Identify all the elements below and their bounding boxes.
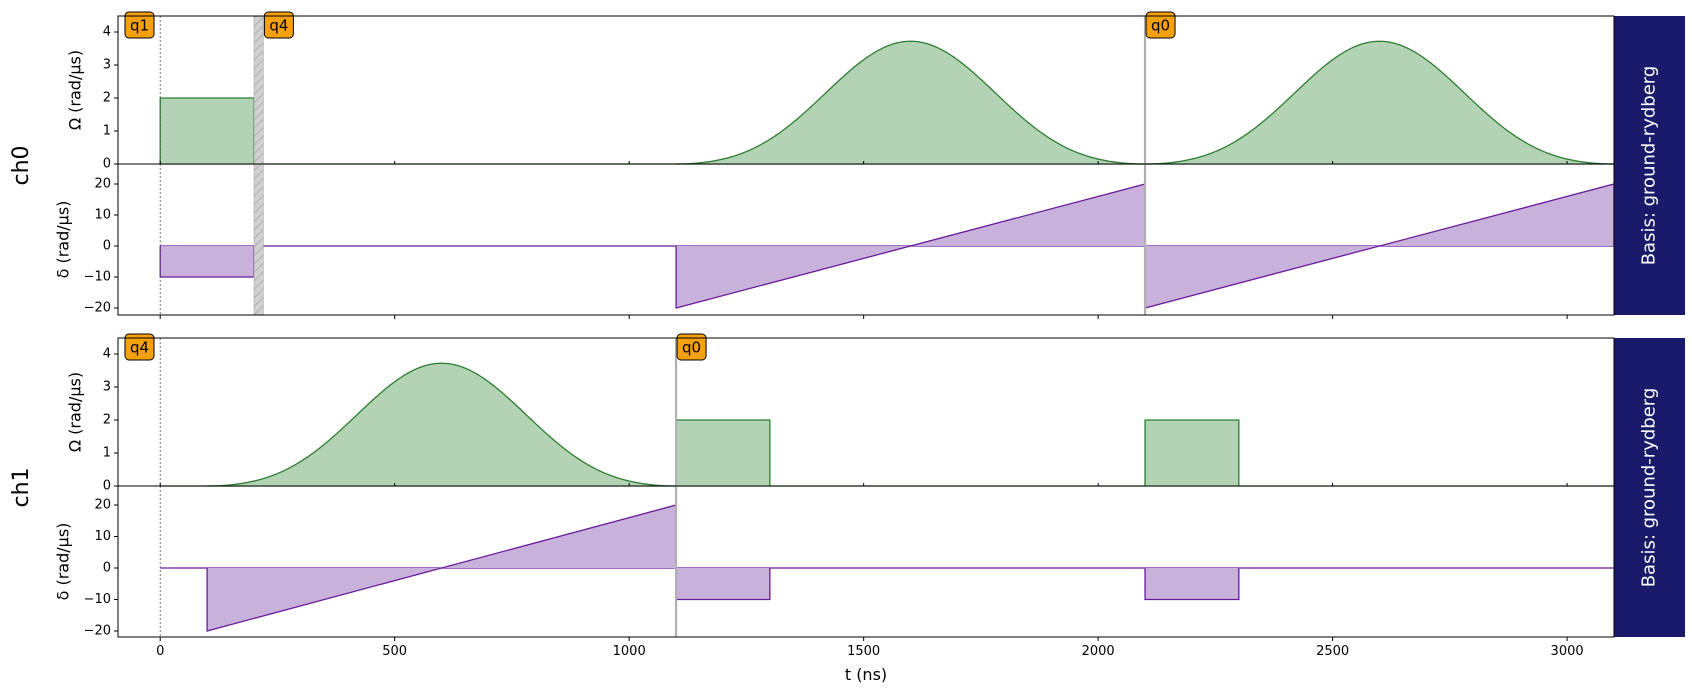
delta-pulse-line [1144, 568, 1240, 601]
y-tick-label: 0 [103, 561, 111, 576]
omega-axis-label: Ω (rad/µs) [66, 50, 85, 130]
basis-label: Basis: ground-rydberg [1639, 388, 1660, 588]
y-tick-label: −20 [84, 301, 111, 316]
y-tick-label: 2 [103, 91, 111, 106]
omega-pulse-fill [160, 98, 254, 164]
target-badge [263, 11, 294, 39]
omega-pulse-fill [676, 420, 770, 486]
y-tick-label: −20 [84, 624, 111, 639]
omega-axis-label: Ω (rad/µs) [66, 372, 85, 452]
x-tick-label: 2500 [1316, 644, 1349, 659]
x-tick-label: 3000 [1551, 644, 1584, 659]
channel-label: ch1 [9, 467, 34, 507]
y-tick-label: 0 [103, 479, 111, 494]
basis-label: Basis: ground-rydberg [1639, 66, 1660, 266]
x-tick-label: 1500 [847, 644, 880, 659]
x-tick-label: 0 [156, 644, 164, 659]
delta-pulse-fill [676, 568, 770, 600]
target-badge [676, 333, 707, 361]
target-label: q4 [269, 17, 288, 35]
x-tick-label: 1000 [613, 644, 646, 659]
x-tick-label: 500 [382, 644, 407, 659]
y-tick-label: 3 [103, 380, 111, 395]
y-tick-label: 0 [103, 239, 111, 254]
omega-pulse-fill [1145, 41, 1614, 164]
delta-axis-label: δ (rad/µs) [54, 201, 73, 279]
target-label: q0 [1151, 17, 1170, 35]
basis-panel [1614, 16, 1685, 315]
delta-pulse-fill [160, 246, 254, 277]
y-tick-label: −10 [84, 592, 111, 607]
omega-pulse-line [1145, 40, 1615, 165]
y-tick-label: 10 [94, 529, 111, 544]
delta-axes-frame [117, 485, 1615, 638]
y-tick-label: 20 [94, 498, 111, 513]
omega-pulse-fill [1145, 420, 1239, 486]
x-axis-label: t (ns) [845, 665, 887, 684]
omega-pulse-line [1144, 419, 1240, 486]
y-tick-label: 3 [103, 58, 111, 73]
basis-panel [1614, 338, 1685, 637]
delta-axis-label: δ (rad/µs) [54, 523, 73, 601]
y-tick-label: 20 [94, 177, 111, 192]
y-tick-label: 10 [94, 208, 111, 223]
channel-label: ch0 [9, 145, 34, 185]
x-tick-label: 2000 [1082, 644, 1115, 659]
y-tick-label: −10 [84, 270, 111, 285]
target-label: q1 [130, 17, 149, 35]
y-tick-label: 1 [103, 124, 111, 139]
omega-pulse-line [676, 40, 1146, 165]
delta-pulse-fill [1145, 568, 1239, 600]
channel-panel-ch1: ch1 Basis: ground-rydberg q4 q0 0 1 2 3 4 −20 −10 0… [9, 333, 1685, 684]
omega-pulse-fill [207, 363, 677, 486]
y-tick-label: 4 [103, 347, 111, 362]
target-badge [1145, 11, 1176, 39]
y-tick-label: 1 [103, 446, 111, 461]
target-badge [124, 11, 155, 39]
target-hatch [253, 15, 264, 316]
target-label: q4 [130, 339, 149, 357]
channel-panel-ch0: ch0 Basis: ground-rydberg q1 q4 q0 0 1 2 3 4 −20 −1… [9, 11, 1685, 319]
target-badge [124, 333, 155, 361]
delta-axes-frame [117, 163, 1615, 316]
y-tick-label: 4 [103, 25, 111, 40]
omega-pulse-line [207, 362, 677, 487]
target-label: q0 [682, 339, 701, 357]
y-tick-label: 0 [103, 157, 111, 172]
y-tick-label: 2 [103, 413, 111, 428]
omega-pulse-fill [676, 41, 1146, 164]
